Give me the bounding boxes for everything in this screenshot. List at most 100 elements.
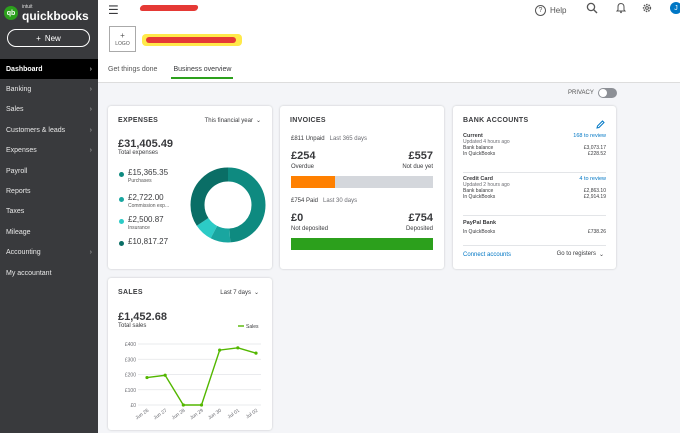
gear-icon[interactable]	[641, 2, 653, 17]
legend-item[interactable]: £2,500.87 Insurance	[119, 215, 164, 231]
overdue-fill[interactable]	[291, 176, 336, 188]
card-title: SALES	[118, 289, 143, 296]
bank-account-row[interactable]: PayPal Bank In QuickBooks £738.26	[463, 220, 606, 240]
card-title: EXPENSES	[118, 117, 159, 124]
x-tick-label: Jun 28	[171, 408, 187, 422]
donut-slice[interactable]	[190, 167, 266, 243]
account-updated: Updated 2 hours ago	[463, 182, 510, 188]
qb-balance-label: In QuickBooks	[463, 229, 496, 235]
deposited-fill[interactable]	[291, 238, 433, 250]
review-link[interactable]: 4 to review	[579, 176, 606, 182]
new-button[interactable]: + New	[7, 29, 90, 47]
sidebar-item-expenses[interactable]: Expenses ›	[0, 141, 98, 161]
total-amount: £31,405.49	[118, 138, 174, 150]
brand[interactable]: qb intuit quickbooks	[0, 0, 98, 26]
account-name: Credit Card	[463, 176, 493, 182]
unpaid-amount: £811 Unpaid	[291, 136, 325, 142]
avatar[interactable]: J	[670, 2, 680, 14]
go-to-registers-dropdown[interactable]: Go to registers ⌄	[557, 251, 604, 258]
y-tick-label: £0	[130, 403, 136, 409]
sidebar-item-payroll[interactable]: Payroll	[0, 161, 98, 181]
data-point[interactable]	[218, 348, 222, 352]
y-tick-label: £400	[125, 342, 136, 348]
y-tick-label: £200	[125, 373, 136, 379]
account-updated: Updated 4 hours ago	[463, 139, 510, 145]
total-amount: £1,452.68	[118, 311, 167, 323]
search-icon[interactable]	[586, 2, 598, 17]
quickbooks-logo-icon: qb	[4, 6, 18, 20]
paid-amount: £754 Paid	[291, 198, 319, 204]
unpaid-period: Last 365 days	[329, 136, 367, 142]
donut-slice[interactable]	[190, 167, 266, 243]
unpaid-bar[interactable]	[291, 176, 433, 188]
period-dropdown[interactable]: This financial year ⌄	[205, 117, 261, 125]
divider	[463, 172, 606, 173]
sidebar-item-label: Taxes	[6, 208, 25, 216]
legend-swatch	[119, 197, 124, 202]
bell-icon[interactable]	[615, 2, 627, 17]
data-point[interactable]	[199, 403, 204, 407]
expenses-donut-chart[interactable]	[189, 166, 267, 244]
chevron-right-icon: ›	[89, 126, 92, 134]
period-dropdown[interactable]: Last 7 days ⌄	[220, 289, 259, 297]
sidebar-item-accounting[interactable]: Accounting ›	[0, 243, 98, 263]
account-name: PayPal Bank	[463, 220, 497, 226]
x-tick-label: Jun 29	[189, 408, 205, 422]
sidebar-item-taxes[interactable]: Taxes	[0, 202, 98, 222]
legend-swatch	[119, 172, 124, 177]
legend-item[interactable]: £15,365.35 Purchases	[119, 168, 168, 184]
overdue-amount: £254	[291, 150, 316, 162]
plus-icon: +	[120, 31, 125, 41]
sidebar-item-my-accountant[interactable]: My accountant	[0, 263, 98, 283]
account-name: Current	[463, 133, 483, 139]
sidebar-item-customers-leads[interactable]: Customers & leads ›	[0, 120, 98, 140]
data-point[interactable]	[163, 373, 167, 377]
plus-icon: +	[36, 33, 41, 43]
not-deposited-amount: £0	[291, 212, 304, 224]
pencil-icon[interactable]	[596, 116, 605, 134]
tab-business-overview[interactable]: Business overview	[171, 66, 234, 79]
paid-bar[interactable]	[291, 238, 433, 250]
logo-upload[interactable]: + LOGO	[109, 26, 136, 52]
bank-account-row[interactable]: Credit Card 4 to review Updated 2 hours …	[463, 176, 606, 212]
chevron-right-icon: ›	[89, 147, 92, 155]
sidebar-item-label: Payroll	[6, 167, 28, 175]
data-point[interactable]	[181, 403, 185, 407]
sidebar-item-reports[interactable]: Reports	[0, 181, 98, 201]
legend-value: £2,722.00	[128, 193, 164, 202]
not-deposited-label: Not deposited	[291, 226, 329, 232]
connect-accounts-link[interactable]: Connect accounts	[463, 252, 512, 258]
sidebar-item-sales[interactable]: Sales ›	[0, 100, 98, 120]
data-point[interactable]	[254, 351, 258, 355]
total-label: Total sales	[118, 323, 147, 329]
tab-get-things-done[interactable]: Get things done	[108, 66, 158, 73]
sales-card: SALES Last 7 days ⌄ £1,452.68 Total sale…	[108, 278, 272, 430]
sidebar-item-mileage[interactable]: Mileage	[0, 222, 98, 242]
new-button-label: New	[44, 33, 61, 43]
data-point[interactable]	[236, 346, 240, 350]
sidebar-item-label: Reports	[6, 188, 31, 196]
legend-item[interactable]: £10,817.27	[119, 238, 168, 246]
legend-item[interactable]: £2,722.00 Commission exp...	[119, 193, 169, 209]
sidebar-item-banking[interactable]: Banking ›	[0, 79, 98, 99]
help-button[interactable]: ? Help	[535, 0, 566, 20]
sales-total: £1,452.68 Total sales	[118, 311, 167, 329]
legend-value: £10,817.27	[128, 238, 169, 246]
x-tick-label: Jun 30	[207, 408, 223, 422]
hamburger-menu-icon[interactable]: ☰	[108, 3, 119, 17]
sidebar-item-label: Mileage	[6, 228, 31, 236]
bank-account-row[interactable]: Current 168 to review Updated 4 hours ag…	[463, 133, 606, 169]
qb-balance-label: In QuickBooks	[463, 194, 496, 200]
bank-balance-label: Bank balance	[463, 145, 494, 151]
review-link[interactable]: 168 to review	[573, 133, 606, 139]
period-label: Last 7 days	[220, 289, 251, 296]
legend-value: £2,500.87	[128, 215, 164, 224]
privacy-toggle[interactable]	[597, 88, 617, 98]
brand-text: intuit quickbooks	[22, 4, 89, 22]
sidebar-item-dashboard[interactable]: Dashboard ›	[0, 59, 98, 80]
privacy-label: PRIVACY	[568, 90, 594, 96]
data-point[interactable]	[145, 375, 149, 380]
sidebar-nav: Dashboard › Banking › Sales › Customers & l…	[0, 59, 98, 283]
sidebar-item-label: Sales	[6, 106, 24, 114]
